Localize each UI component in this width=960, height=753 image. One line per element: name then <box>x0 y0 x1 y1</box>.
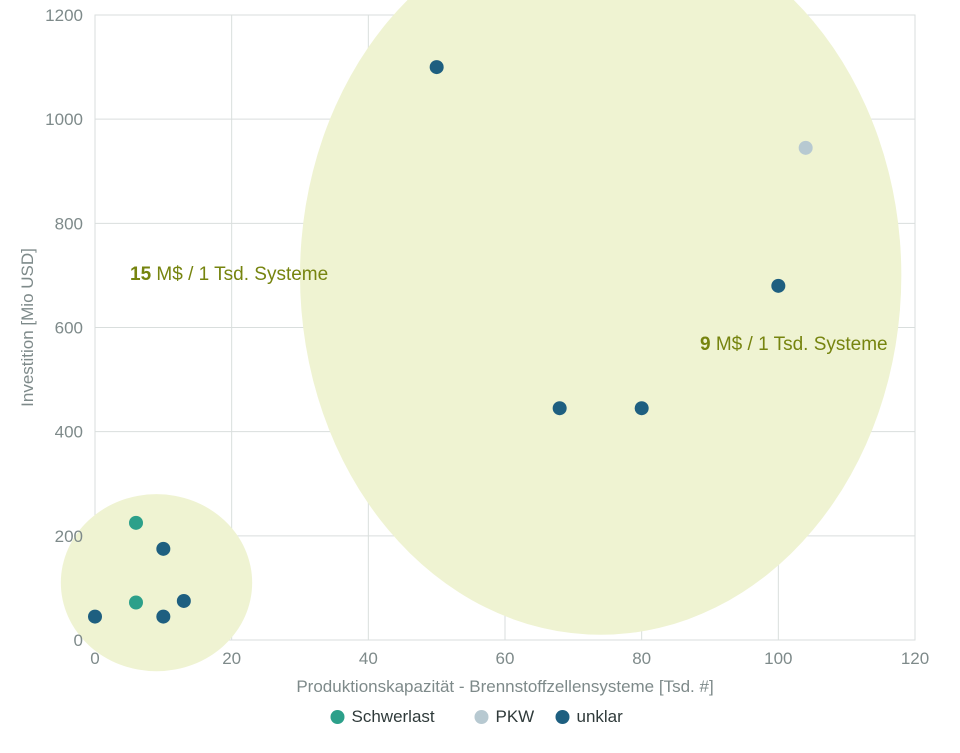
data-point <box>799 141 813 155</box>
data-point <box>156 610 170 624</box>
data-point <box>177 594 191 608</box>
cluster-ellipse <box>61 494 252 671</box>
cluster-annotation: 15 M$ / 1 Tsd. Systeme <box>130 264 328 285</box>
data-point <box>553 401 567 415</box>
data-point <box>430 60 444 74</box>
legend-swatch <box>475 710 489 724</box>
y-tick: 1000 <box>45 110 83 129</box>
y-axis-label: Investition [Mio USD] <box>18 248 37 407</box>
data-point <box>635 401 649 415</box>
legend-label: PKW <box>496 707 535 726</box>
y-tick: 200 <box>55 527 83 546</box>
data-point <box>129 596 143 610</box>
cluster-annotation: 9 M$ / 1 Tsd. Systeme <box>700 334 888 355</box>
x-tick: 0 <box>90 649 99 668</box>
data-point <box>771 279 785 293</box>
y-tick: 0 <box>74 631 83 650</box>
y-tick: 800 <box>55 214 83 233</box>
legend-label: Schwerlast <box>352 707 435 726</box>
y-tick: 400 <box>55 423 83 442</box>
data-point <box>156 542 170 556</box>
x-tick: 80 <box>632 649 651 668</box>
x-tick: 120 <box>901 649 929 668</box>
data-point <box>88 610 102 624</box>
x-tick: 40 <box>359 649 378 668</box>
scatter-chart: 020406080100120020040060080010001200Prod… <box>0 0 960 753</box>
data-point <box>129 516 143 530</box>
legend-swatch <box>331 710 345 724</box>
x-tick: 100 <box>764 649 792 668</box>
y-tick: 1200 <box>45 6 83 25</box>
legend-swatch <box>556 710 570 724</box>
x-tick: 20 <box>222 649 241 668</box>
cluster-ellipse <box>300 0 901 635</box>
chart-svg: 020406080100120020040060080010001200Prod… <box>0 0 960 753</box>
legend-label: unklar <box>577 707 624 726</box>
x-axis-label: Produktionskapazität - Brennstoffzellens… <box>296 677 713 696</box>
y-tick: 600 <box>55 319 83 338</box>
x-tick: 60 <box>496 649 515 668</box>
